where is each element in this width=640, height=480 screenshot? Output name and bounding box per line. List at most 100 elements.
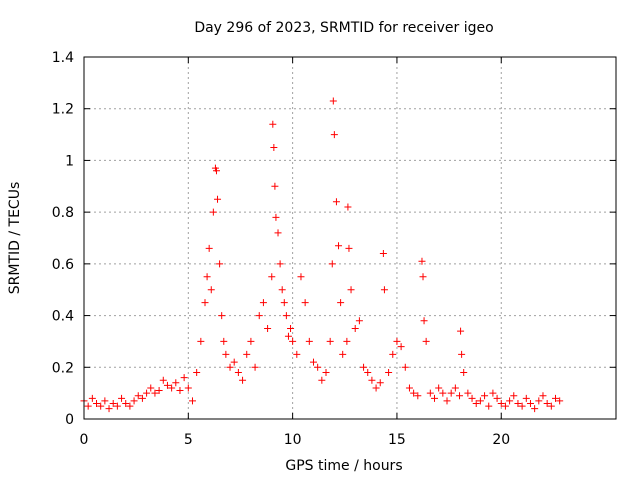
x-tick-label: 0 xyxy=(80,432,89,448)
chart-title: Day 296 of 2023, SRMTID for receiver ige… xyxy=(194,20,493,36)
data-point xyxy=(255,312,263,320)
data-point xyxy=(218,312,226,320)
data-point xyxy=(364,368,372,376)
data-point xyxy=(205,244,213,252)
data-point xyxy=(344,203,352,211)
data-point xyxy=(430,394,438,402)
data-point xyxy=(543,399,551,407)
data-point xyxy=(155,387,163,395)
data-point xyxy=(130,397,138,405)
data-point xyxy=(126,402,134,410)
data-point xyxy=(481,392,489,400)
data-point xyxy=(243,350,251,358)
data-point xyxy=(329,97,337,105)
data-point xyxy=(385,368,393,376)
data-point xyxy=(458,350,466,358)
data-point xyxy=(551,394,559,402)
data-point xyxy=(287,325,295,332)
data-point xyxy=(314,363,322,371)
data-point xyxy=(282,312,290,320)
data-point xyxy=(460,368,468,376)
data-point xyxy=(284,332,292,340)
x-tick-label: 10 xyxy=(284,432,302,448)
data-point xyxy=(105,405,113,413)
y-tick-label: 0.6 xyxy=(52,257,74,273)
x-axis-label: GPS time / hours xyxy=(285,458,402,474)
data-point xyxy=(410,389,418,397)
data-point xyxy=(269,120,277,128)
data-point xyxy=(337,299,345,307)
data-point xyxy=(451,384,459,392)
data-point xyxy=(203,273,211,281)
data-point xyxy=(393,337,401,345)
data-point xyxy=(326,337,334,345)
data-point xyxy=(305,337,313,345)
data-point xyxy=(535,397,543,405)
data-point xyxy=(216,260,224,268)
data-point xyxy=(468,394,476,402)
data-point xyxy=(368,376,376,384)
data-point xyxy=(318,376,326,384)
data-point xyxy=(271,182,279,190)
data-point xyxy=(289,337,297,345)
data-point xyxy=(280,299,288,307)
data-point xyxy=(372,384,380,392)
data-point xyxy=(176,387,184,395)
data-point xyxy=(134,392,142,400)
data-point xyxy=(101,397,109,405)
data-point xyxy=(180,374,188,382)
data-point xyxy=(539,392,547,400)
data-point xyxy=(138,394,146,402)
data-point xyxy=(447,389,455,397)
data-point xyxy=(118,394,126,402)
data-point xyxy=(426,389,434,397)
data-point xyxy=(222,350,230,358)
data-point xyxy=(439,389,447,397)
data-point xyxy=(343,337,351,345)
data-point xyxy=(163,381,171,389)
data-point xyxy=(147,384,155,392)
data-point xyxy=(122,399,130,407)
y-tick-label: 0.4 xyxy=(52,309,74,325)
data-point xyxy=(489,389,497,397)
data-point xyxy=(457,327,465,335)
data-point xyxy=(435,384,443,392)
data-point xyxy=(419,273,427,281)
data-point xyxy=(278,286,286,294)
axis-ticks: 0 0.2 0.4 0.6 0.8 1 1.2 1.4 0 5 10 15 20 xyxy=(52,50,616,448)
data-point xyxy=(380,286,388,294)
data-point xyxy=(276,260,284,268)
data-point xyxy=(379,250,387,258)
data-point xyxy=(360,363,368,371)
data-point xyxy=(332,198,340,206)
data-point xyxy=(301,299,309,307)
data-point xyxy=(510,392,518,400)
data-point xyxy=(272,213,280,221)
data-point xyxy=(497,399,505,407)
grid-lines xyxy=(84,57,616,419)
data-point xyxy=(401,363,409,371)
data-point xyxy=(268,273,276,281)
data-point xyxy=(443,397,451,405)
data-point xyxy=(456,392,464,400)
data-point xyxy=(184,384,192,392)
data-point xyxy=(293,350,301,358)
data-point xyxy=(526,399,534,407)
data-point xyxy=(397,343,405,351)
x-tick-label: 15 xyxy=(388,432,406,448)
data-point xyxy=(414,392,422,400)
data-point xyxy=(207,286,215,294)
data-point xyxy=(376,379,384,387)
data-point xyxy=(464,389,472,397)
y-tick-label: 0.2 xyxy=(52,360,74,376)
data-point xyxy=(501,402,509,410)
data-point xyxy=(347,286,355,294)
data-point xyxy=(193,368,201,376)
data-point xyxy=(151,389,159,397)
data-point xyxy=(355,317,363,325)
data-point xyxy=(351,325,359,332)
data-point xyxy=(405,384,413,392)
data-point xyxy=(322,368,330,376)
data-point xyxy=(239,376,247,384)
data-point xyxy=(518,402,526,410)
